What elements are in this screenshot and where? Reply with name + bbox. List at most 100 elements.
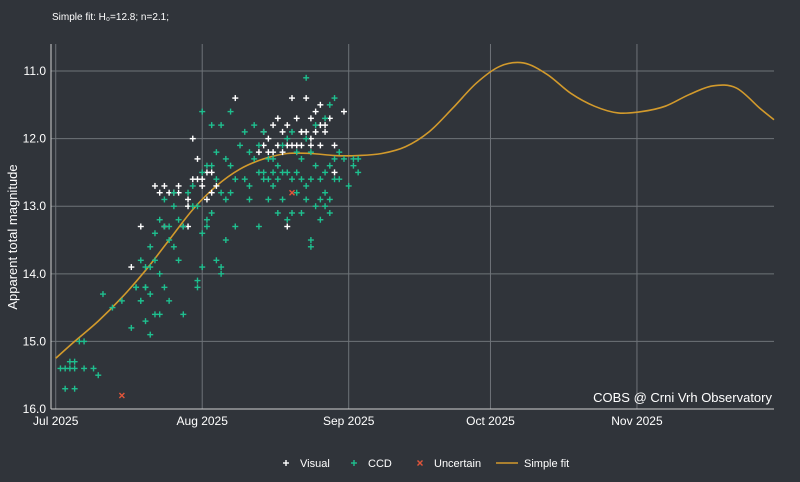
ccd-point bbox=[307, 237, 314, 244]
visual-point bbox=[317, 142, 324, 149]
visual-point bbox=[128, 264, 135, 271]
ccd-point bbox=[180, 223, 187, 230]
ccd-point bbox=[71, 385, 78, 392]
x-tick-label: Aug 2025 bbox=[177, 414, 229, 428]
y-tick-label: 12.0 bbox=[23, 132, 47, 146]
visual-point bbox=[274, 115, 281, 122]
ccd-point bbox=[293, 149, 300, 156]
legend-item-simple-fit[interactable]: Simple fit bbox=[496, 458, 569, 470]
chart-legend[interactable]: Visual CCD Uncertain Simple fit bbox=[283, 458, 569, 470]
ccd-point bbox=[317, 176, 324, 183]
y-tick-label: 11.0 bbox=[24, 64, 47, 78]
ccd-point bbox=[270, 169, 277, 176]
ccd-point bbox=[307, 176, 314, 183]
visual-point bbox=[340, 108, 347, 115]
ccd-point bbox=[284, 216, 291, 223]
ccd-point bbox=[279, 196, 286, 203]
points-layer bbox=[57, 74, 362, 399]
visual-point bbox=[194, 155, 201, 162]
ccd-point bbox=[232, 176, 239, 183]
ccd-point bbox=[194, 203, 201, 210]
ccd-point bbox=[251, 122, 258, 129]
visual-point bbox=[312, 108, 319, 115]
ccd-point bbox=[274, 209, 281, 216]
uncertain-point bbox=[289, 189, 295, 196]
visual-point bbox=[265, 135, 272, 142]
ccd-point bbox=[227, 108, 234, 115]
ccd-point bbox=[293, 189, 300, 196]
ccd-point bbox=[260, 128, 267, 135]
y-tick-label: 15.0 bbox=[23, 334, 47, 348]
ccd-point bbox=[137, 297, 144, 304]
visual-point bbox=[331, 142, 338, 149]
visual-point bbox=[199, 176, 206, 183]
ccd-point bbox=[246, 196, 253, 203]
ccd-point bbox=[241, 128, 248, 135]
ccd-point bbox=[147, 331, 154, 338]
y-tick-label: 16.0 bbox=[23, 402, 47, 416]
ccd-point bbox=[222, 155, 229, 162]
legend-label: Visual bbox=[300, 458, 330, 470]
ccd-point bbox=[199, 264, 206, 271]
ccd-point bbox=[99, 291, 106, 298]
ccd-point bbox=[199, 230, 206, 237]
ccd-point bbox=[189, 182, 196, 189]
chart-subtitle: Simple fit: H₀=12.8; n=2.1; bbox=[52, 12, 169, 23]
visual-point bbox=[303, 128, 310, 135]
visual-point bbox=[270, 122, 277, 129]
visual-point bbox=[279, 128, 286, 135]
ccd-point bbox=[133, 284, 140, 291]
visual-point bbox=[322, 128, 329, 135]
ccd-point bbox=[274, 162, 281, 169]
ccd-point bbox=[298, 209, 305, 216]
visual-point bbox=[175, 182, 182, 189]
ccd-point bbox=[227, 189, 234, 196]
ccd-point bbox=[270, 155, 277, 162]
ccd-point bbox=[166, 237, 173, 244]
ccd-point bbox=[340, 155, 347, 162]
x-tick-label: Nov 2025 bbox=[611, 414, 663, 428]
visual-point bbox=[298, 142, 305, 149]
ccd-point bbox=[255, 142, 262, 149]
ccd-point bbox=[208, 162, 215, 169]
legend-label: Uncertain bbox=[434, 458, 481, 470]
legend-item-uncertain[interactable]: Uncertain bbox=[417, 458, 482, 470]
ccd-point bbox=[137, 257, 144, 264]
ccd-point bbox=[81, 338, 88, 345]
grid-layer bbox=[51, 44, 774, 410]
ccd-point bbox=[151, 230, 158, 237]
legend-item-ccd[interactable]: CCD bbox=[351, 458, 392, 470]
ccd-point bbox=[90, 365, 97, 372]
ccd-point bbox=[156, 311, 163, 318]
ccd-point bbox=[222, 196, 229, 203]
y-tick-label: 13.0 bbox=[23, 199, 47, 213]
ccd-point bbox=[246, 182, 253, 189]
ccd-point bbox=[151, 257, 158, 264]
visual-point bbox=[279, 149, 286, 156]
ccd-point bbox=[284, 169, 291, 176]
ccd-point bbox=[71, 365, 78, 372]
ccd-point bbox=[203, 223, 210, 230]
visual-point bbox=[137, 223, 144, 230]
ccd-point bbox=[303, 74, 310, 81]
ccd-point bbox=[312, 122, 319, 129]
visual-point bbox=[199, 182, 206, 189]
ccd-point bbox=[241, 176, 248, 183]
visual-point bbox=[331, 169, 338, 176]
ccd-point bbox=[147, 264, 154, 271]
x-tick-label: Jul 2025 bbox=[33, 414, 79, 428]
legend-item-visual[interactable]: Visual bbox=[283, 458, 330, 470]
ccd-point bbox=[81, 365, 88, 372]
ccd-point bbox=[326, 196, 333, 203]
visual-point bbox=[270, 149, 277, 156]
ccd-point bbox=[298, 176, 305, 183]
visual-point bbox=[232, 95, 239, 102]
ccd-point bbox=[142, 318, 149, 325]
ccd-point bbox=[303, 196, 310, 203]
ccd-point bbox=[156, 270, 163, 277]
ccd-point bbox=[62, 385, 69, 392]
ccd-point bbox=[355, 169, 362, 176]
ccd-point bbox=[322, 115, 329, 122]
visual-point bbox=[208, 189, 215, 196]
